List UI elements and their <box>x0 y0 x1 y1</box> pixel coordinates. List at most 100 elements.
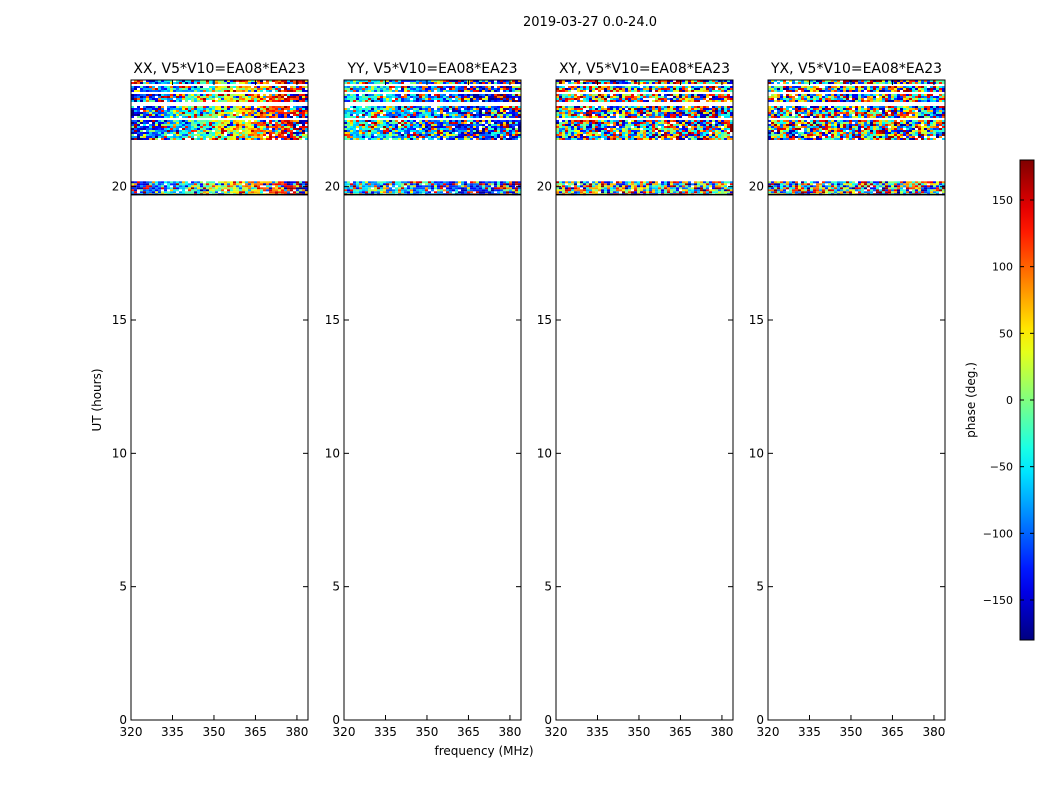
heatmap-cell <box>685 86 688 88</box>
heatmap-cell <box>631 80 634 82</box>
heatmap-cell <box>374 191 377 194</box>
heatmap-cell <box>350 94 353 96</box>
heatmap-cell <box>604 108 607 110</box>
heatmap-cell <box>434 82 437 84</box>
heatmap-cell <box>556 100 559 102</box>
heatmap-cell <box>188 130 191 132</box>
heatmap-cell <box>377 138 380 140</box>
heatmap-cell <box>278 94 281 96</box>
heatmap-cell <box>185 126 188 128</box>
heatmap-cell <box>392 136 395 138</box>
heatmap-cell <box>422 124 425 126</box>
heatmap-cell <box>302 112 305 114</box>
heatmap-cell <box>634 108 637 110</box>
heatmap-cell <box>137 110 140 112</box>
heatmap-cell <box>260 100 263 102</box>
heatmap-cell <box>706 108 709 110</box>
heatmap-cell <box>625 112 628 114</box>
heatmap-cell <box>371 96 374 98</box>
heatmap-cell <box>275 98 278 100</box>
heatmap-cell <box>389 181 392 184</box>
heatmap-cell <box>203 98 206 100</box>
heatmap-cell <box>509 134 512 136</box>
heatmap-cell <box>473 136 476 138</box>
heatmap-cell <box>146 189 149 192</box>
heatmap-cell <box>446 185 449 188</box>
heatmap-cell <box>302 128 305 130</box>
heatmap-cell <box>416 114 419 116</box>
heatmap-cell <box>275 128 278 130</box>
heatmap-cell <box>404 138 407 140</box>
heatmap-cell <box>577 90 580 92</box>
heatmap-cell <box>449 122 452 124</box>
heatmap-cell <box>718 98 721 100</box>
heatmap-cell <box>134 100 137 102</box>
heatmap-cell <box>488 108 491 110</box>
heatmap-cell <box>260 86 263 88</box>
heatmap-cell <box>634 187 637 190</box>
heatmap-cell <box>679 90 682 92</box>
heatmap-cell <box>386 187 389 190</box>
heatmap-cell <box>473 110 476 112</box>
heatmap-cell <box>679 100 682 102</box>
heatmap-cell <box>155 187 158 190</box>
heatmap-cell <box>449 191 452 194</box>
heatmap-cell <box>287 88 290 90</box>
heatmap-cell <box>694 122 697 124</box>
heatmap-cell <box>431 90 434 92</box>
heatmap-cell <box>353 126 356 128</box>
heatmap-cell <box>583 80 586 82</box>
heatmap-cell <box>416 126 419 128</box>
heatmap-cell <box>206 134 209 136</box>
heatmap-cell <box>167 130 170 132</box>
heatmap-cell <box>251 126 254 128</box>
heatmap-cell <box>266 122 269 124</box>
heatmap-cell <box>485 114 488 116</box>
heatmap-cell <box>224 138 227 140</box>
heatmap-cell <box>206 120 209 122</box>
heatmap-cell <box>610 98 613 100</box>
heatmap-cell <box>622 110 625 112</box>
heatmap-cell <box>622 106 625 108</box>
heatmap-cell <box>694 82 697 84</box>
heatmap-cell <box>134 98 137 100</box>
heatmap-cell <box>491 106 494 108</box>
heatmap-cell <box>568 90 571 92</box>
heatmap-cell <box>509 122 512 124</box>
heatmap-cell <box>679 86 682 88</box>
heatmap-cell <box>197 189 200 192</box>
heatmap-cell <box>173 120 176 122</box>
heatmap-cell <box>164 187 167 190</box>
heatmap-cell <box>700 86 703 88</box>
heatmap-cell <box>215 114 218 116</box>
heatmap-cell <box>661 185 664 188</box>
heatmap-cell <box>589 106 592 108</box>
heatmap-cell <box>248 116 251 118</box>
heatmap-cell <box>703 185 706 188</box>
heatmap-cell <box>146 100 149 102</box>
heatmap-cell <box>425 136 428 138</box>
heatmap-cell <box>173 96 176 98</box>
heatmap-cell <box>197 128 200 130</box>
heatmap-cell <box>347 187 350 190</box>
heatmap-cell <box>350 106 353 108</box>
heatmap-cell <box>413 130 416 132</box>
x-tick-label: 320 <box>333 725 356 739</box>
heatmap-cell <box>404 94 407 96</box>
heatmap-cell <box>592 94 595 96</box>
heatmap-cell <box>416 185 419 188</box>
heatmap-cell <box>679 185 682 188</box>
heatmap-cell <box>503 82 506 84</box>
heatmap-cell <box>428 82 431 84</box>
heatmap-cell <box>131 98 134 100</box>
heatmap-cell <box>230 96 233 98</box>
heatmap-cell <box>278 191 281 194</box>
heatmap-cell <box>670 114 673 116</box>
heatmap-cell <box>269 132 272 134</box>
heatmap-cell <box>377 100 380 102</box>
heatmap-cell <box>431 136 434 138</box>
heatmap-cell <box>215 112 218 114</box>
heatmap-cell <box>506 187 509 190</box>
heatmap-cell <box>251 183 254 186</box>
heatmap-cell <box>371 136 374 138</box>
